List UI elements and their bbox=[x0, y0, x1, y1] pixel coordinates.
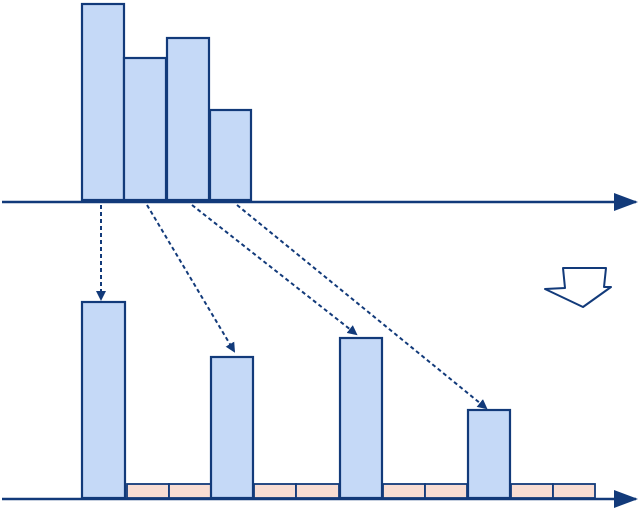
zero-sample bbox=[382, 483, 426, 499]
sample-bar bbox=[209, 355, 255, 500]
sample-bar bbox=[122, 56, 168, 202]
mapping-arrow bbox=[236, 204, 488, 410]
down-arrow-icon bbox=[544, 267, 612, 308]
mapping-arrow bbox=[191, 204, 358, 336]
zero-sample bbox=[168, 483, 212, 499]
sample-bar bbox=[165, 36, 211, 202]
zero-sample bbox=[424, 483, 468, 499]
sample-bar bbox=[80, 300, 127, 500]
upsampled-signal bbox=[2, 300, 638, 508]
sample-bar bbox=[466, 408, 512, 500]
mapping-arrow bbox=[146, 204, 236, 353]
zero-sample bbox=[253, 483, 297, 499]
zero-sample bbox=[295, 483, 340, 499]
zero-sample bbox=[126, 483, 170, 499]
sample-bar bbox=[80, 2, 126, 202]
zero-sample bbox=[552, 483, 596, 499]
mapping-arrows bbox=[96, 204, 488, 410]
original-signal bbox=[2, 2, 638, 211]
zero-sample bbox=[510, 483, 554, 499]
sample-bar bbox=[338, 336, 384, 500]
sample-bar bbox=[208, 108, 253, 202]
